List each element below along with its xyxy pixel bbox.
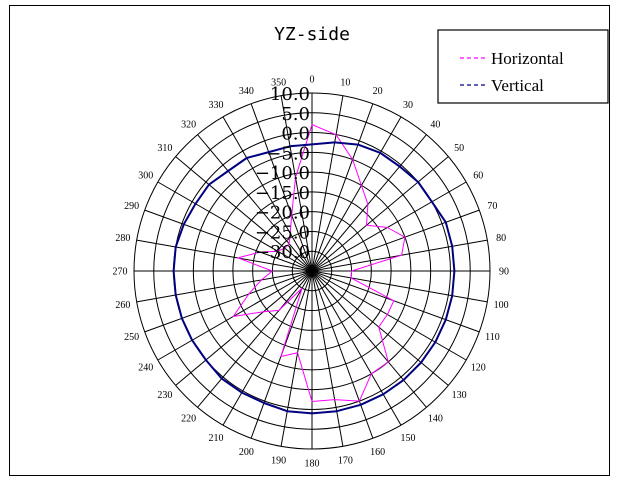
radial-tick-label: −10.0 [255, 163, 310, 184]
grid-spoke [157, 181, 313, 272]
grid-spoke [311, 270, 402, 426]
angle-tick-label: 80 [496, 233, 506, 244]
angle-tick-label: 220 [181, 414, 196, 425]
angle-tick-label: 200 [239, 447, 254, 458]
radial-tick-label: −25.0 [255, 222, 310, 243]
angle-tick-label: 270 [113, 267, 128, 278]
angle-tick-label: 110 [485, 332, 500, 343]
grid-spoke [311, 270, 488, 303]
grid-spoke [311, 116, 402, 272]
angle-tick-label: 300 [138, 171, 153, 182]
grid-spoke [311, 270, 374, 439]
grid-spoke [175, 270, 313, 386]
angle-tick-label: 90 [499, 267, 509, 278]
grid-spoke [144, 270, 313, 333]
angle-tick-label: 70 [487, 201, 497, 212]
radial-tick-label: 5.0 [281, 104, 310, 125]
grid-spoke [311, 95, 344, 272]
grid-spoke [157, 270, 313, 361]
angle-tick-label: 0 [310, 75, 315, 86]
grid-spoke [311, 270, 467, 361]
grid-spoke [311, 270, 480, 333]
grid-spoke [311, 181, 467, 272]
angle-tick-label: 170 [338, 456, 353, 467]
angle-tick-label: 350 [271, 77, 286, 88]
grid-spoke [144, 209, 313, 272]
chart-title: YZ-side [274, 24, 350, 45]
angle-tick-label: 320 [181, 119, 196, 130]
angle-tick-label: 150 [401, 433, 416, 444]
angle-tick-label: 330 [209, 100, 224, 111]
angle-tick-label: 30 [403, 100, 413, 111]
angle-tick-label: 340 [239, 86, 254, 97]
grid-spoke [311, 209, 480, 272]
grid-spoke [311, 270, 344, 447]
angle-tick-label: 260 [115, 300, 130, 311]
grid-spoke [280, 95, 313, 272]
angle-tick-label: 140 [428, 414, 443, 425]
angle-tick-label: 210 [209, 433, 224, 444]
angle-tick-label: 60 [473, 171, 483, 182]
angle-tick-label: 190 [271, 456, 286, 467]
grid-spoke [311, 103, 374, 272]
angle-tick-label: 230 [157, 390, 172, 401]
angle-tick-label: 100 [494, 300, 509, 311]
angle-tick-label: 280 [115, 233, 130, 244]
angle-tick-label: 40 [430, 119, 440, 130]
angle-tick-label: 10 [340, 77, 350, 88]
legend-box [437, 29, 609, 104]
grid-spoke [280, 270, 313, 447]
grid-spoke [197, 270, 313, 408]
grid-spoke [311, 270, 449, 386]
legend-label-vertical: Vertical [491, 76, 544, 95]
angle-tick-label: 290 [124, 201, 139, 212]
grid-spoke [222, 116, 313, 272]
grid-spoke [250, 103, 313, 272]
angle-tick-label: 310 [157, 143, 172, 154]
radial-tick-label: 10.0 [270, 84, 310, 105]
grid-spoke [222, 270, 313, 426]
radial-tick-label: −15.0 [255, 183, 310, 204]
angle-tick-label: 50 [454, 143, 464, 154]
radial-tick-labels: 10.05.00.0−5.0−10.0−15.0−20.0−25.0−30.0 [255, 84, 310, 263]
radial-tick-label: −20.0 [255, 203, 310, 224]
angle-tick-label: 130 [452, 390, 467, 401]
angle-tick-label: 180 [305, 459, 320, 470]
angle-tick-label: 240 [138, 363, 153, 374]
grid-spoke [311, 134, 427, 272]
angle-tick-label: 120 [471, 363, 486, 374]
polar-grid: 0 10 20 30 40 50 60 70 80 90 100 110 120 130 140 150 160… [113, 75, 510, 470]
radial-tick-label: −5.0 [266, 143, 310, 164]
grid-spoke [197, 134, 313, 272]
legend: Horizontal Vertical [437, 29, 609, 104]
angle-tick-label: 20 [373, 86, 383, 97]
series-layer [172, 124, 456, 415]
radial-tick-label: 0.0 [281, 124, 310, 145]
radial-tick-label: −30.0 [255, 242, 310, 263]
grid-spoke [311, 156, 449, 272]
grid-spoke [175, 156, 313, 272]
grid-spoke [136, 270, 313, 303]
grid-spoke [311, 270, 427, 408]
angle-tick-label: 160 [370, 447, 385, 458]
angle-tick-label: 250 [124, 332, 139, 343]
legend-label-horizontal: Horizontal [491, 49, 564, 68]
grid-spoke [136, 239, 313, 272]
